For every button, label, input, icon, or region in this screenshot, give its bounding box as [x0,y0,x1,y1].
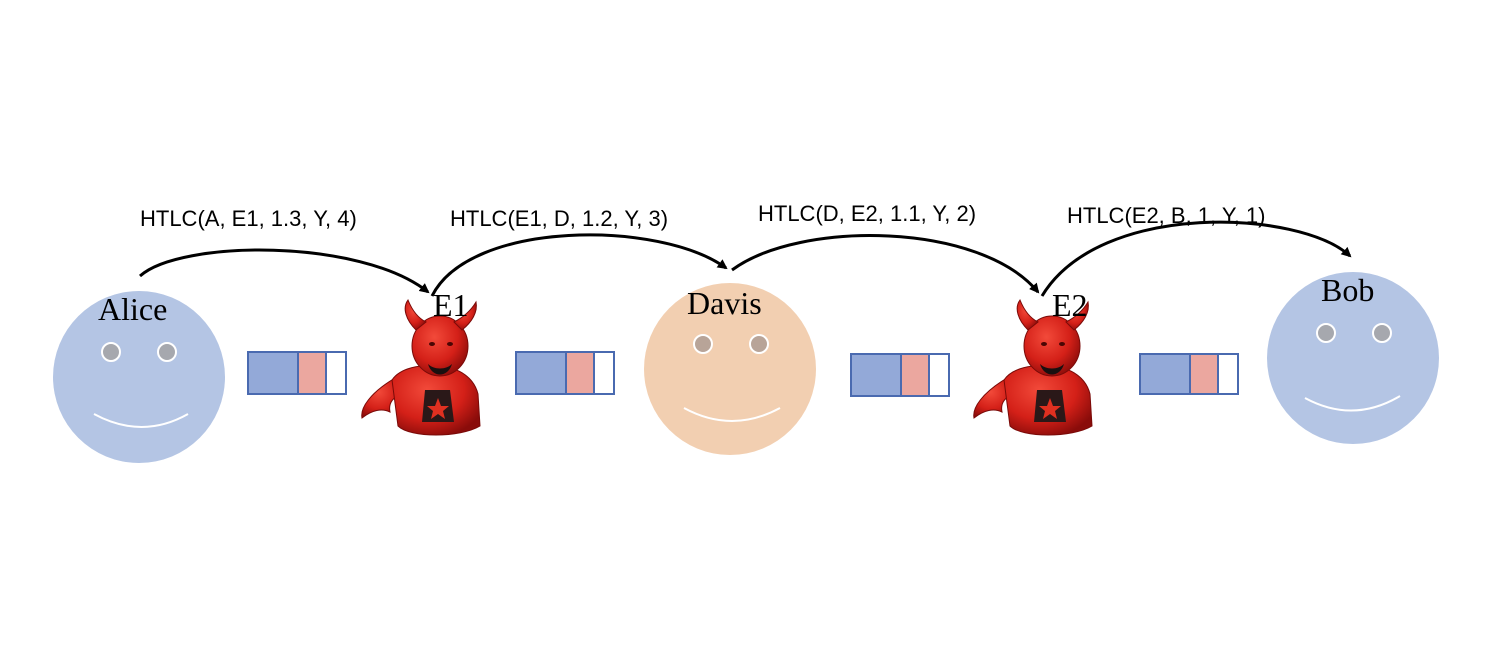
davis-node: Davis [644,283,816,455]
node-label-e2: E2 [1052,287,1088,323]
channel-balance-3 [850,353,950,397]
smiley-face-icon [53,291,225,463]
node-label-davis: Davis [687,285,762,321]
bob-node: Bob [1267,272,1439,444]
htlc-arrow-davis-e2 [731,234,1040,294]
channel-balance-2 [515,351,615,395]
node-label-bob: Bob [1321,272,1374,308]
e1-node: E1 [361,287,481,436]
htlc-label-alice-e1: HTLC(A, E1, 1.3, Y, 4) [140,206,357,231]
channel-balance-4 [1139,353,1239,395]
node-label-alice: Alice [98,291,167,327]
htlc-label-e1-davis: HTLC(E1, D, 1.2, Y, 3) [450,206,668,231]
htlc-arrow-e1-davis [430,233,728,297]
htlc-arrow-alice-e1 [138,248,430,294]
channel-balance-1 [247,351,347,395]
htlc-label-davis-e2: HTLC(D, E2, 1.1, Y, 2) [758,201,976,226]
htlc-label-e2-bob: HTLC(E2, B, 1, Y, 1) [1067,203,1266,228]
htlc-arrow-e2-bob [1040,220,1352,297]
e2-node: E2 [973,287,1093,436]
alice-node: Alice [53,291,225,463]
node-label-e1: E1 [433,287,469,323]
